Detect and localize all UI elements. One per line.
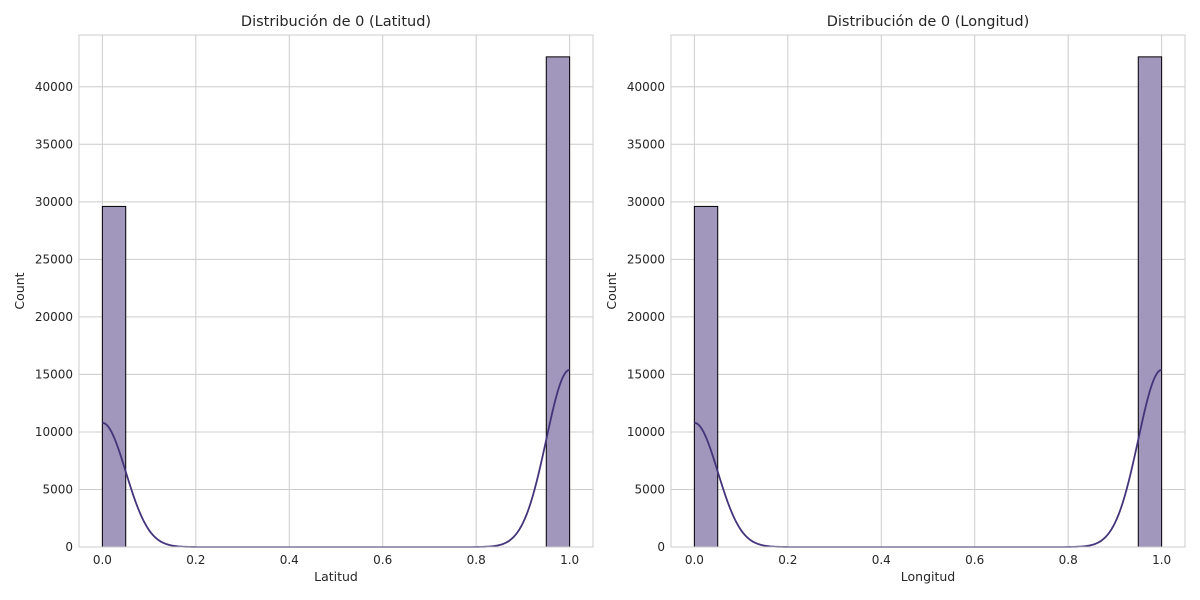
kde-curve (102, 368, 570, 548)
histogram-panel-longitud: 0.0 0.2 0.4 0.6 0.8 1.0 0 5000 10000 15000 20000 2… (604, 14, 1186, 584)
y-tick-label: 5000 (634, 482, 665, 496)
histogram-panel-latitud: 0.0 0.2 0.4 0.6 0.8 1.0 0 5000 10000 15000 20000 2… (12, 14, 594, 584)
x-tick-label: 1.0 (1152, 553, 1171, 567)
histogram-bar (101, 205, 127, 548)
x-tick-label: 0.6 (373, 553, 392, 567)
x-axis-label: Longitud (901, 569, 955, 584)
x-tick-label: 0.4 (280, 553, 299, 567)
y-tick-label: 15000 (35, 367, 73, 381)
x-tick-label: 0.4 (872, 553, 891, 567)
y-tick-label: 10000 (35, 425, 73, 439)
plot-frame (78, 34, 594, 548)
y-tick-label: 20000 (35, 310, 73, 324)
histogram-bar (545, 56, 571, 548)
x-tick-label: 0.0 (93, 553, 112, 567)
y-axis-label: Count (12, 272, 27, 309)
x-tick-label: 0.2 (186, 553, 205, 567)
y-tick-label: 0 (657, 540, 665, 554)
y-tick-label: 10000 (627, 425, 665, 439)
y-tick-label: 5000 (42, 482, 73, 496)
x-tick-label: 1.0 (560, 553, 579, 567)
x-tick-label: 0.8 (467, 553, 486, 567)
y-tick-label: 30000 (627, 195, 665, 209)
y-tick-label: 25000 (35, 252, 73, 266)
x-tick-label: 0.0 (685, 553, 704, 567)
x-tick-label: 0.2 (778, 553, 797, 567)
y-axis-label: Count (604, 272, 619, 309)
x-tick-label: 0.8 (1059, 553, 1078, 567)
y-tick-label: 15000 (627, 367, 665, 381)
y-tick-label: 40000 (627, 80, 665, 94)
chart-title: Distribución de 0 (Latitud) (241, 14, 431, 30)
histogram-bar (1137, 56, 1163, 548)
y-tick-label: 25000 (627, 252, 665, 266)
y-tick-label: 30000 (35, 195, 73, 209)
y-tick-label: 20000 (627, 310, 665, 324)
y-tick-label: 35000 (627, 137, 665, 151)
y-tick-label: 40000 (35, 80, 73, 94)
histogram-bar (693, 205, 719, 548)
plot-frame (670, 34, 1186, 548)
y-tick-label: 0 (65, 540, 73, 554)
chart-title: Distribución de 0 (Longitud) (827, 14, 1030, 30)
x-axis-label: Latitud (314, 569, 358, 584)
kde-curve (694, 368, 1162, 548)
y-tick-label: 35000 (35, 137, 73, 151)
x-tick-label: 0.6 (965, 553, 984, 567)
